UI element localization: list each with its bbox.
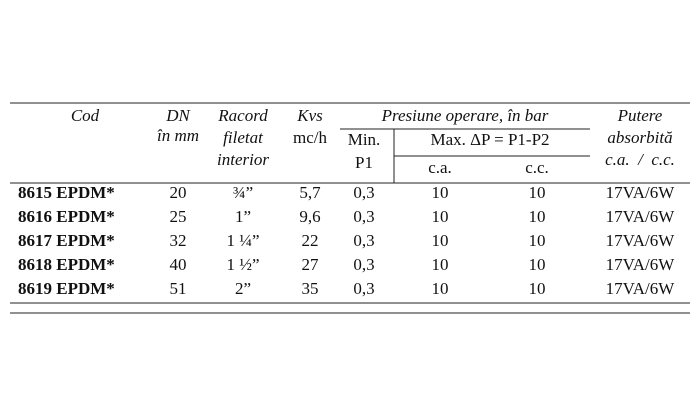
header-cell: Putere — [617, 106, 663, 125]
cell: 1 ½” — [226, 255, 259, 274]
cell: 10 — [529, 231, 546, 250]
cell: 5,7 — [299, 183, 321, 202]
header-cell: P1 — [355, 153, 373, 172]
header-cell: c.a. / c.c. — [605, 150, 675, 169]
cell: 22 — [302, 231, 319, 250]
cell: 10 — [529, 255, 546, 274]
cell: 10 — [432, 255, 449, 274]
header-cell: filetat — [223, 128, 264, 147]
cell: ¾” — [233, 183, 253, 202]
cell: 0,3 — [353, 231, 374, 250]
cell: 10 — [432, 207, 449, 226]
cell: 10 — [432, 279, 449, 298]
cell: 10 — [432, 231, 449, 250]
header-cell: Racord — [217, 106, 268, 125]
cell: 0,3 — [353, 255, 374, 274]
cell: 17VA/6W — [606, 255, 676, 274]
header-cell: Presiune operare, în bar — [381, 106, 549, 125]
header-cell: Max. ΔP = P1-P2 — [430, 130, 549, 149]
header-cell: Cod — [71, 106, 100, 125]
cell: 10 — [432, 183, 449, 202]
cell: 0,3 — [353, 279, 374, 298]
cell: 10 — [529, 279, 546, 298]
cell: 8616 EPDM* — [18, 207, 115, 226]
cell: 17VA/6W — [606, 231, 676, 250]
cell: 51 — [170, 279, 187, 298]
header-cell: în mm — [157, 126, 199, 145]
cell: 25 — [170, 207, 187, 226]
cell: 8619 EPDM* — [18, 279, 115, 298]
cell: 0,3 — [353, 183, 374, 202]
cell: 35 — [302, 279, 319, 298]
cell: 17VA/6W — [606, 207, 676, 226]
header-cell: c.c. — [525, 158, 549, 177]
cell: 32 — [170, 231, 187, 250]
header-cell: Kvs — [296, 106, 323, 125]
cell: 27 — [302, 255, 320, 274]
cell: 8615 EPDM* — [18, 183, 115, 202]
cell: 1” — [235, 207, 251, 226]
header-cell: Min. — [348, 130, 381, 149]
header-cell: mc/h — [293, 128, 327, 147]
header-cell: DN — [165, 106, 191, 125]
cell: 0,3 — [353, 207, 374, 226]
header-cell: interior — [217, 150, 269, 169]
header-cell: c.a. — [428, 158, 452, 177]
cell: 8617 EPDM* — [18, 231, 115, 250]
cell: 9,6 — [299, 207, 320, 226]
cell: 20 — [170, 183, 187, 202]
cell: 1 ¼” — [226, 231, 259, 250]
cell: 10 — [529, 207, 546, 226]
header-cell: absorbită — [607, 128, 672, 147]
cell: 10 — [529, 183, 546, 202]
cell: 17VA/6W — [606, 279, 676, 298]
cell: 40 — [170, 255, 187, 274]
cell: 2” — [235, 279, 251, 298]
cell: 8618 EPDM* — [18, 255, 115, 274]
cell: 17VA/6W — [606, 183, 676, 202]
